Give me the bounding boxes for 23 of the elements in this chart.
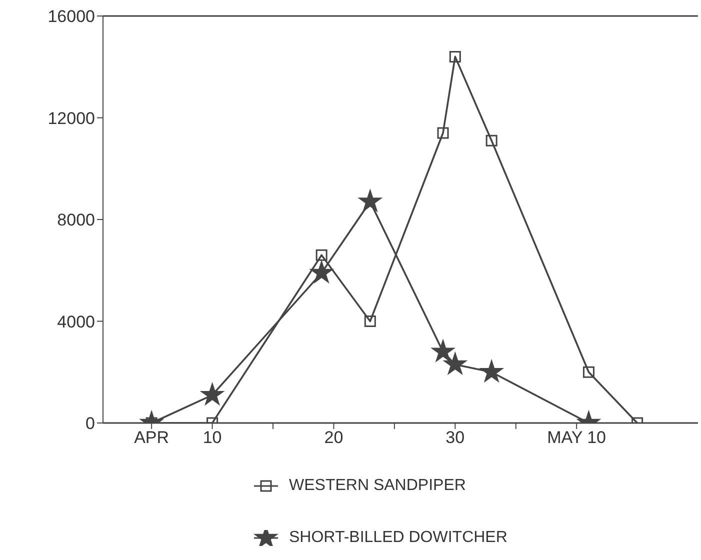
point [359,190,382,212]
x-tick-label: 20 [324,428,344,448]
point [310,261,333,282]
x-tick-label: MAY 10 [547,428,606,448]
point [444,352,466,374]
x-tick-label: 30 [446,428,465,448]
y-tick-label: 8000 [57,210,95,230]
point [364,316,376,327]
point [432,340,454,362]
point [316,249,328,261]
legend-label: WESTERN SANDPIPER [289,477,466,495]
point [201,384,224,404]
x-tick-label: 10 [202,428,222,448]
y-tick-label: 0 [86,414,95,434]
legend-label: SHORT-BILLED DOWITCHER [289,529,508,547]
y-tick-label: 16000 [48,7,95,26]
y-tick-label: 4000 [57,312,95,332]
point [437,127,449,139]
x-tick-label: APR [134,428,170,448]
y-tick-label: 12000 [48,108,95,128]
point [449,50,461,62]
point [486,134,498,146]
point [480,360,503,382]
